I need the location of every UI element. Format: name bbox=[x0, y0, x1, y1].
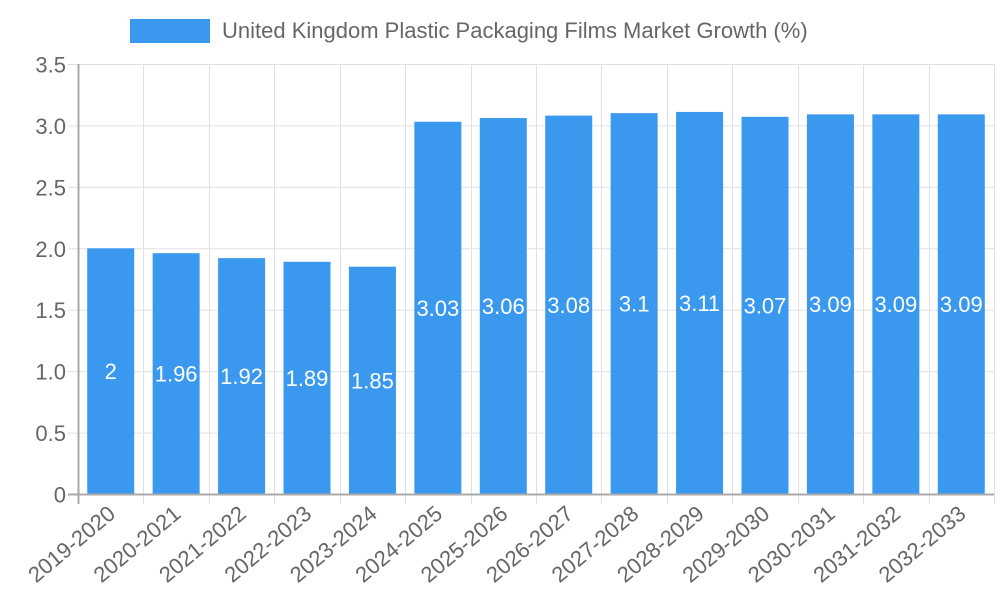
y-tick-label: 1.5 bbox=[35, 298, 66, 323]
data-label: 1.85 bbox=[351, 368, 394, 393]
x-axis-ticks: 2019-20202020-20212021-20222022-20232023… bbox=[23, 501, 970, 588]
data-label: 1.89 bbox=[286, 366, 329, 391]
grid-lines bbox=[68, 64, 995, 504]
data-label: 1.92 bbox=[220, 364, 263, 389]
legend-label: United Kingdom Plastic Packaging Films M… bbox=[222, 18, 808, 43]
bar bbox=[545, 115, 593, 494]
data-label: 3.11 bbox=[679, 291, 720, 316]
y-tick-label: 3.0 bbox=[35, 114, 66, 139]
y-tick-label: 3.5 bbox=[35, 53, 66, 78]
y-tick-label: 0 bbox=[54, 483, 66, 508]
bar bbox=[676, 111, 724, 495]
bar bbox=[414, 121, 462, 494]
bar bbox=[741, 116, 789, 494]
bar bbox=[610, 113, 658, 495]
legend-swatch bbox=[130, 19, 210, 43]
bar bbox=[479, 118, 527, 495]
data-label: 3.1 bbox=[619, 292, 650, 317]
axes bbox=[68, 64, 994, 504]
bar bbox=[87, 248, 135, 494]
data-label: 2 bbox=[105, 359, 117, 384]
chart-legend[interactable]: United Kingdom Plastic Packaging Films M… bbox=[130, 18, 808, 44]
bar bbox=[872, 114, 920, 494]
bars bbox=[87, 111, 985, 495]
y-tick-label: 2.5 bbox=[35, 175, 66, 200]
bar bbox=[937, 114, 985, 494]
data-label: 3.09 bbox=[809, 292, 852, 317]
data-labels: 2 1.96 1.92 1.89 1.85 3.03 3.06 3.08 3.1 3.11 3.07… bbox=[105, 291, 983, 393]
data-label: 3.03 bbox=[416, 296, 459, 321]
y-tick-label: 2.0 bbox=[35, 237, 66, 262]
y-tick-label: 1.0 bbox=[35, 360, 66, 385]
bar bbox=[218, 258, 266, 494]
y-axis-ticks: 0 0.5 1.0 1.5 2.0 2.5 3.0 3.5 bbox=[35, 53, 66, 508]
data-label: 3.06 bbox=[482, 294, 525, 319]
data-label: 3.07 bbox=[744, 293, 787, 318]
data-label: 3.08 bbox=[547, 293, 590, 318]
bar bbox=[152, 253, 200, 494]
data-label: 3.09 bbox=[874, 292, 917, 317]
bar bbox=[283, 261, 331, 494]
bar bbox=[806, 114, 854, 494]
y-tick-label: 0.5 bbox=[35, 421, 66, 446]
data-label: 3.09 bbox=[940, 292, 983, 317]
data-label: 1.96 bbox=[155, 362, 198, 387]
bar bbox=[348, 266, 396, 494]
